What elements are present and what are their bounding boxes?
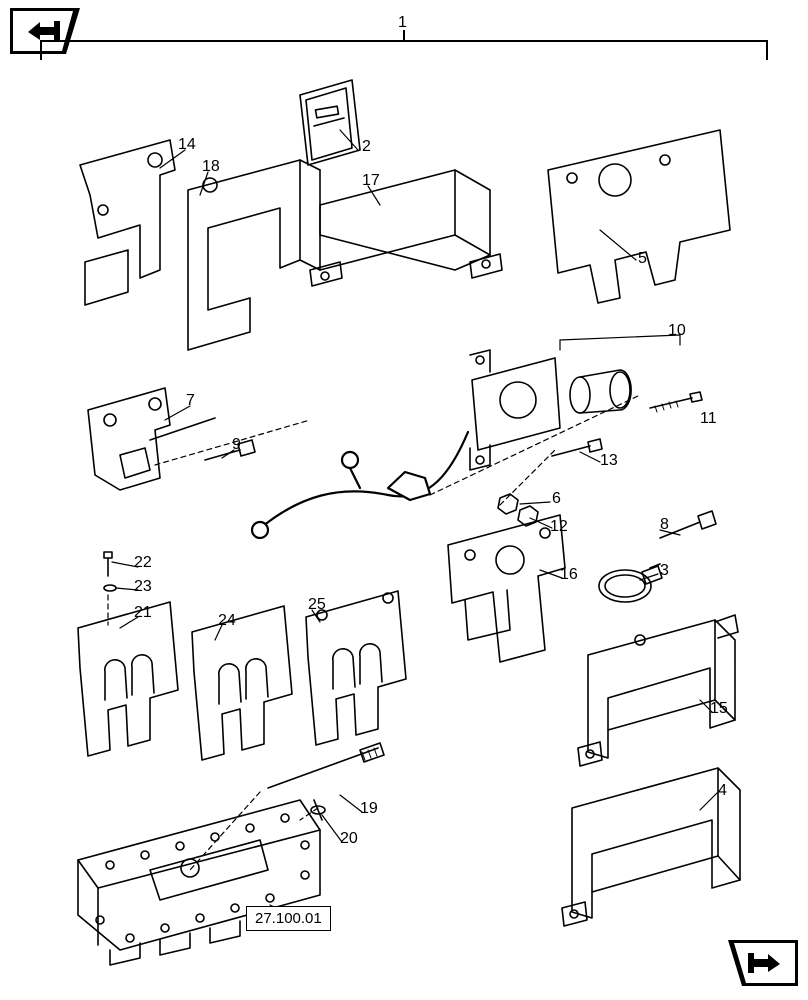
callout-7: 7 <box>186 392 195 410</box>
callout-19: 19 <box>360 800 378 818</box>
callout-2: 2 <box>362 138 371 156</box>
reference-box: 27.100.01 <box>246 906 331 931</box>
callout-6: 6 <box>552 490 561 508</box>
callout-25: 25 <box>308 596 326 614</box>
callout-15: 15 <box>710 700 728 718</box>
callout-20: 20 <box>340 830 358 848</box>
callout-24: 24 <box>218 612 236 630</box>
callout-12: 12 <box>550 518 568 536</box>
callout-10: 10 <box>668 322 686 340</box>
callout-13: 13 <box>600 452 618 470</box>
callout-5: 5 <box>638 250 647 268</box>
callout-18: 18 <box>202 158 220 176</box>
callout-4: 4 <box>718 782 727 800</box>
callout-16: 16 <box>560 566 578 584</box>
callout-17: 17 <box>362 172 380 190</box>
callout-23: 23 <box>134 578 152 596</box>
parts-diagram-svg <box>0 0 808 1000</box>
callout-9: 9 <box>232 436 241 454</box>
callout-14: 14 <box>178 136 196 154</box>
callout-8: 8 <box>660 516 669 534</box>
callout-3: 3 <box>660 562 669 580</box>
callout-11: 11 <box>700 410 717 428</box>
callout-21: 21 <box>134 604 152 622</box>
callout-1: 1 <box>398 14 407 32</box>
callout-22: 22 <box>134 554 152 572</box>
